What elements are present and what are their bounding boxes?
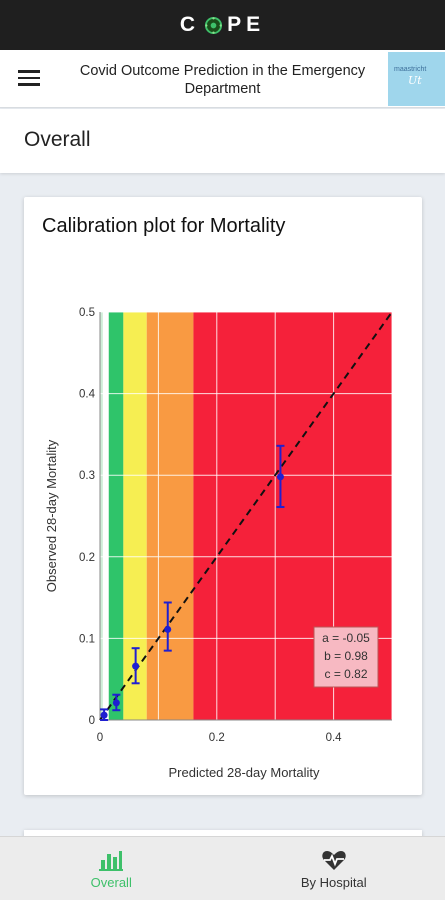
- risk-band-3: [123, 312, 147, 720]
- risk-band-4: [146, 312, 194, 720]
- stats-line-2: c = 0.82: [324, 667, 367, 681]
- stats-box: [313, 626, 379, 688]
- y-axis-label: Observed 28-day Mortality: [44, 439, 59, 592]
- calibration-plot: 0 0.1 0.2 0.3 0.4 0.5 0 0.2 0.4 Predicted 28-day …: [44, 307, 393, 780]
- nav-by-hospital[interactable]: By Hospital: [223, 837, 445, 900]
- section-title: Overall: [24, 128, 91, 151]
- logo-script: Ut: [408, 74, 422, 87]
- data-point-0: [100, 711, 108, 719]
- nav-overall-label: Overall: [90, 874, 132, 890]
- risk-band-0: [100, 312, 103, 720]
- y-tick-label: 0.3: [79, 470, 95, 482]
- y-tick-label: 0.4: [79, 389, 96, 401]
- x-axis-label: Predicted 28-day Mortality: [168, 765, 320, 780]
- menu-icon-line: [18, 76, 40, 79]
- logo-letters-pe: PE: [227, 13, 266, 36]
- x-tick-label: 0.2: [209, 732, 225, 744]
- menu-icon-line: [18, 83, 40, 86]
- card-title: Calibration plot for Mortality: [42, 215, 286, 237]
- risk-band-1: [102, 312, 109, 720]
- data-point-1: [112, 699, 120, 707]
- y-tick-label: 0.2: [79, 552, 95, 564]
- stats-line-1: b = 0.98: [324, 649, 368, 663]
- virus-logo-icon: [205, 16, 223, 34]
- x-tick-label: 0.4: [326, 732, 343, 744]
- app-bar: C PE: [0, 0, 445, 50]
- bottom-nav: Overall By Hospital: [0, 836, 445, 900]
- data-point-2: [132, 662, 140, 670]
- header-title: Covid Outcome Prediction in the Emergenc…: [79, 63, 366, 97]
- header: Covid Outcome Prediction in the Emergenc…: [0, 50, 445, 108]
- nav-by-hospital-label: By Hospital: [300, 874, 367, 890]
- bar-chart-icon: [99, 850, 124, 871]
- y-tick-label: 0: [89, 715, 95, 727]
- x-tick-label: 0: [97, 732, 103, 744]
- logo-top-text: maastricht: [394, 66, 427, 73]
- y-tick-label: 0.5: [79, 307, 95, 319]
- data-point-3: [164, 625, 172, 633]
- menu-button[interactable]: [16, 66, 42, 92]
- menu-icon-line: [18, 70, 40, 73]
- university-logo[interactable]: maastricht Ut: [388, 52, 445, 106]
- heart-pulse-icon: [322, 850, 346, 870]
- y-tick-label: 0.1: [79, 633, 95, 645]
- risk-band-2: [108, 312, 124, 720]
- section-bar: Overall: [0, 109, 445, 173]
- calibration-card: Calibration plot for Mortality 0 0.1 0.2 0.…: [24, 197, 422, 795]
- stats-line-0: a = -0.05: [322, 631, 370, 645]
- app-logo: C PE: [180, 13, 265, 37]
- data-point-4: [276, 473, 284, 481]
- nav-overall[interactable]: Overall: [0, 837, 223, 900]
- logo-letter-c: C: [179, 13, 201, 36]
